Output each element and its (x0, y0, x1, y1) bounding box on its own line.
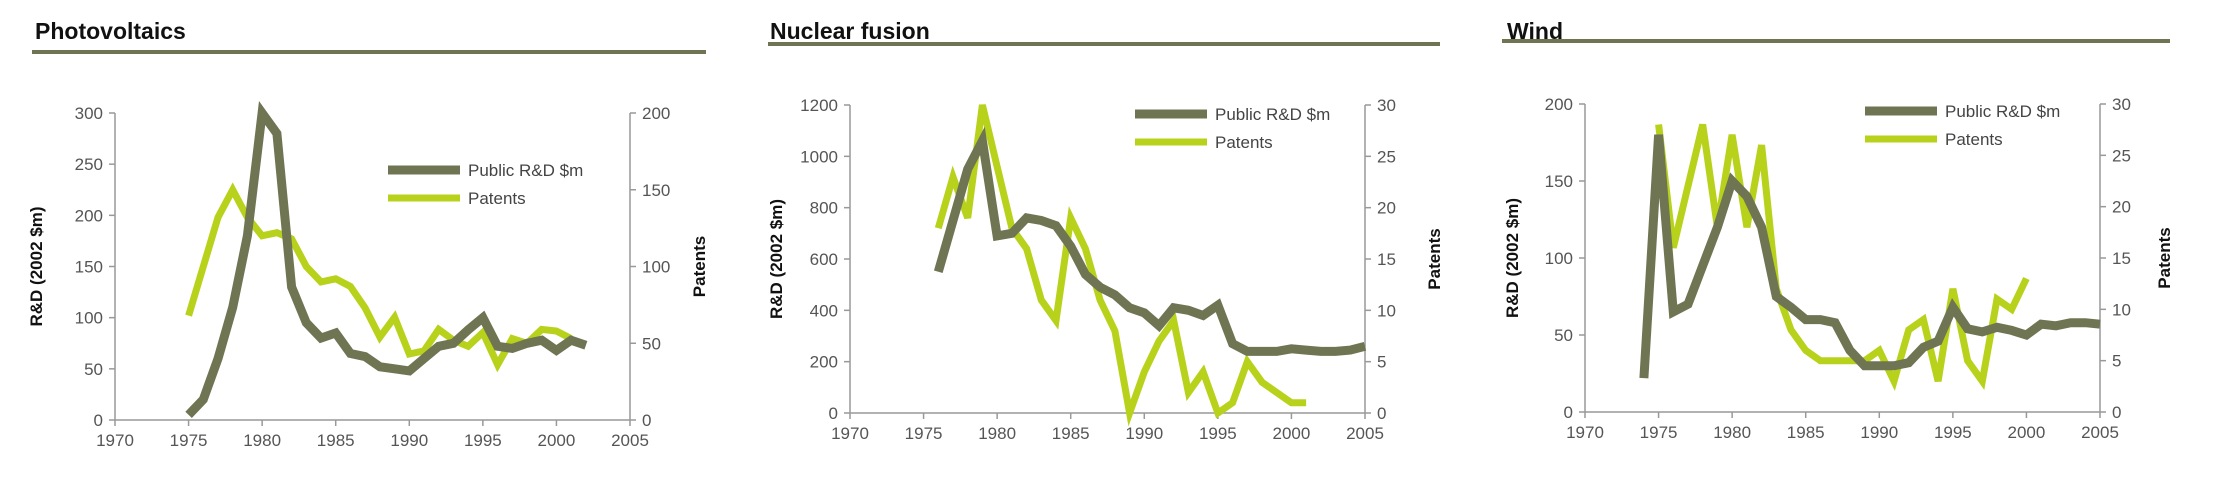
x-tick-label: 1985 (1052, 424, 1090, 443)
series-line-public-rnd (1639, 134, 2101, 379)
x-tick-label: 2005 (1346, 424, 1384, 443)
chart-panel-photovoltaics: Photovoltaics 1970 1975 1980 1985 1990 1995 20… (0, 0, 730, 486)
y2-tick-label: 25 (1377, 147, 1396, 166)
y2-tick-label: 30 (2112, 95, 2131, 114)
chart-panel-nuclear-fusion: Nuclear fusion 1970 1975 1980 1985 1990 1995 2… (740, 0, 1470, 486)
x-tick-label: 2000 (538, 431, 576, 450)
x-tick-label: 1985 (1787, 423, 1825, 442)
y2-tick-label: 30 (1377, 96, 1396, 115)
x-tick-label: 1980 (1713, 423, 1751, 442)
y2-tick-label: 20 (1377, 199, 1396, 218)
x-tick-label: 1985 (317, 431, 355, 450)
chart-title: Nuclear fusion (770, 18, 930, 44)
chart-title: Photovoltaics (35, 18, 186, 44)
x-tick-label: 1980 (978, 424, 1016, 443)
x-tick-label: 1970 (96, 431, 134, 450)
y-axis-title: R&D (2002 $m) (767, 199, 786, 319)
y-tick-label: 200 (1545, 95, 1573, 114)
y2-tick-label: 20 (2112, 198, 2131, 217)
y-tick-label: 250 (75, 155, 103, 174)
y-tick-label: 600 (810, 250, 838, 269)
y-tick-label: 200 (810, 353, 838, 372)
y-tick-label: 0 (94, 411, 103, 430)
x-tick-label: 1995 (1934, 423, 1972, 442)
y2-tick-label: 50 (642, 334, 661, 353)
y-tick-label: 800 (810, 199, 838, 218)
y-tick-label: 100 (1545, 249, 1573, 268)
y2-tick-label: 25 (2112, 146, 2131, 165)
y2-tick-label: 100 (642, 258, 670, 277)
y2-axis-title: Patents (1425, 228, 1444, 289)
legend-label-public-rnd: Public R&D $m (468, 161, 583, 180)
y-tick-label: 300 (75, 104, 103, 123)
chart-svg: 1970 1975 1980 1985 1990 1995 2000 200505010015… (27, 50, 709, 450)
x-tick-label: 2005 (611, 431, 649, 450)
y2-axis-title: Patents (2155, 227, 2174, 288)
x-tick-label: 2005 (2081, 423, 2119, 442)
x-tick-label: 1995 (464, 431, 502, 450)
y-tick-label: 1200 (800, 96, 838, 115)
series-line-public-rnd (933, 126, 1367, 356)
legend-label-patents: Patents (1215, 133, 1273, 152)
x-tick-label: 1975 (1640, 423, 1678, 442)
x-tick-label: 1990 (1860, 423, 1898, 442)
y2-tick-label: 0 (2112, 403, 2121, 422)
x-tick-label: 1990 (1125, 424, 1163, 443)
y2-tick-label: 15 (2112, 249, 2131, 268)
series-line-public-rnd (185, 101, 588, 419)
y2-tick-label: 15 (1377, 250, 1396, 269)
x-tick-label: 1970 (831, 424, 869, 443)
x-tick-label: 1980 (243, 431, 281, 450)
legend-label-public-rnd: Public R&D $m (1215, 105, 1330, 124)
y-tick-label: 150 (75, 258, 103, 277)
y-tick-label: 0 (1564, 403, 1573, 422)
y2-axis-title: Patents (690, 236, 709, 297)
y2-tick-label: 10 (1377, 301, 1396, 320)
x-tick-label: 1990 (390, 431, 428, 450)
chart-svg: 1970 1975 1980 1985 1990 1995 2000 200505010015… (1502, 39, 2174, 442)
legend-label-public-rnd: Public R&D $m (1945, 102, 2060, 121)
x-tick-label: 1975 (905, 424, 943, 443)
y2-tick-label: 150 (642, 181, 670, 200)
legend-label-patents: Patents (1945, 130, 2003, 149)
y-tick-label: 50 (1554, 326, 1573, 345)
y-tick-label: 150 (1545, 172, 1573, 191)
y2-tick-label: 0 (1377, 404, 1386, 423)
y-tick-label: 50 (84, 360, 103, 379)
y-axis-title: R&D (2002 $m) (27, 207, 46, 327)
x-tick-label: 1975 (170, 431, 208, 450)
x-tick-label: 1995 (1199, 424, 1237, 443)
y-tick-label: 200 (75, 206, 103, 225)
y-axis-title: R&D (2002 $m) (1503, 198, 1522, 318)
y-tick-label: 1000 (800, 147, 838, 166)
y-tick-label: 0 (829, 404, 838, 423)
series-line-patents (934, 104, 1307, 427)
y2-tick-label: 0 (642, 411, 651, 430)
y2-tick-label: 5 (2112, 352, 2121, 371)
y2-tick-label: 200 (642, 104, 670, 123)
chart-svg: 1970 1975 1980 1985 1990 1995 2000 200502004006… (767, 42, 1444, 443)
y2-tick-label: 5 (1377, 353, 1386, 372)
legend-label-patents: Patents (468, 189, 526, 208)
y2-tick-label: 10 (2112, 300, 2131, 319)
chart-panel-wind: Wind 1970 1975 1980 1985 1990 1995 2000 2005 0 50… (1480, 0, 2210, 486)
y-tick-label: 400 (810, 301, 838, 320)
y-tick-label: 100 (75, 309, 103, 328)
x-tick-label: 2000 (2008, 423, 2046, 442)
x-tick-label: 1970 (1566, 423, 1604, 442)
x-tick-label: 2000 (1273, 424, 1311, 443)
